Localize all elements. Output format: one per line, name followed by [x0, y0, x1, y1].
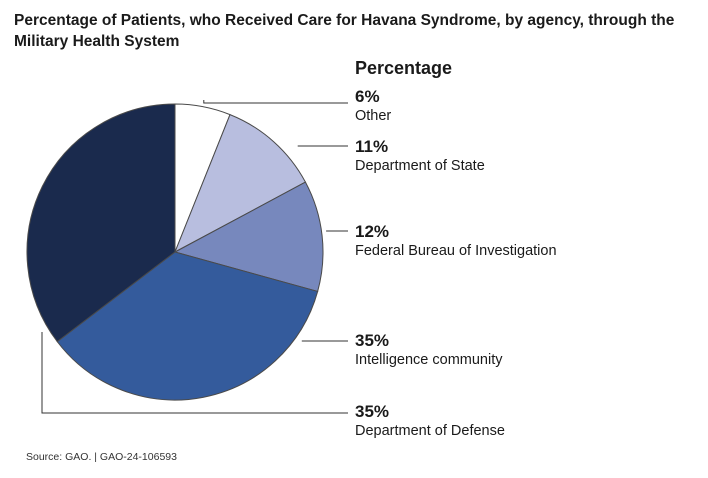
slice-category-label: Other — [355, 108, 392, 124]
slice-value-label: 6% — [355, 87, 380, 106]
legend-entry-fbi: 12% Federal Bureau of Investigation — [355, 222, 557, 261]
pie-slice-federal-bureau-of-investigation — [173, 181, 324, 293]
legend-entry-intelligence-community: 35% Intelligence community — [355, 331, 503, 370]
slice-category-label: Department of State — [355, 158, 485, 174]
pie-slice-department-of-state — [174, 113, 307, 254]
legend-entry-department-of-state: 11% Department of State — [355, 137, 485, 176]
legend-entry-department-of-defense: 35% Department of Defense — [355, 402, 505, 441]
legend-entry-other: 6% Other — [355, 87, 391, 126]
leader-line-department-of-defense — [41, 332, 348, 414]
slice-value-label: 35% — [355, 402, 390, 421]
legend-title: Percentage — [355, 58, 453, 78]
pie-slice-department-of-defense — [26, 103, 176, 343]
leader-line-other — [203, 100, 348, 104]
pie-slice-intelligence-community — [56, 251, 319, 401]
slice-value-label: 35% — [355, 331, 390, 350]
slice-value-label: 11% — [355, 137, 389, 156]
slice-category-label: Federal Bureau of Investigation — [355, 243, 557, 259]
source-note: Source: GAO. | GAO-24-106593 — [26, 451, 177, 463]
slice-category-label: Department of Defense — [355, 423, 505, 439]
chart-title: Percentage of Patients, who Received Car… — [14, 12, 675, 50]
slice-category-label: Intelligence community — [355, 352, 503, 368]
slice-value-label: 12% — [355, 222, 390, 241]
